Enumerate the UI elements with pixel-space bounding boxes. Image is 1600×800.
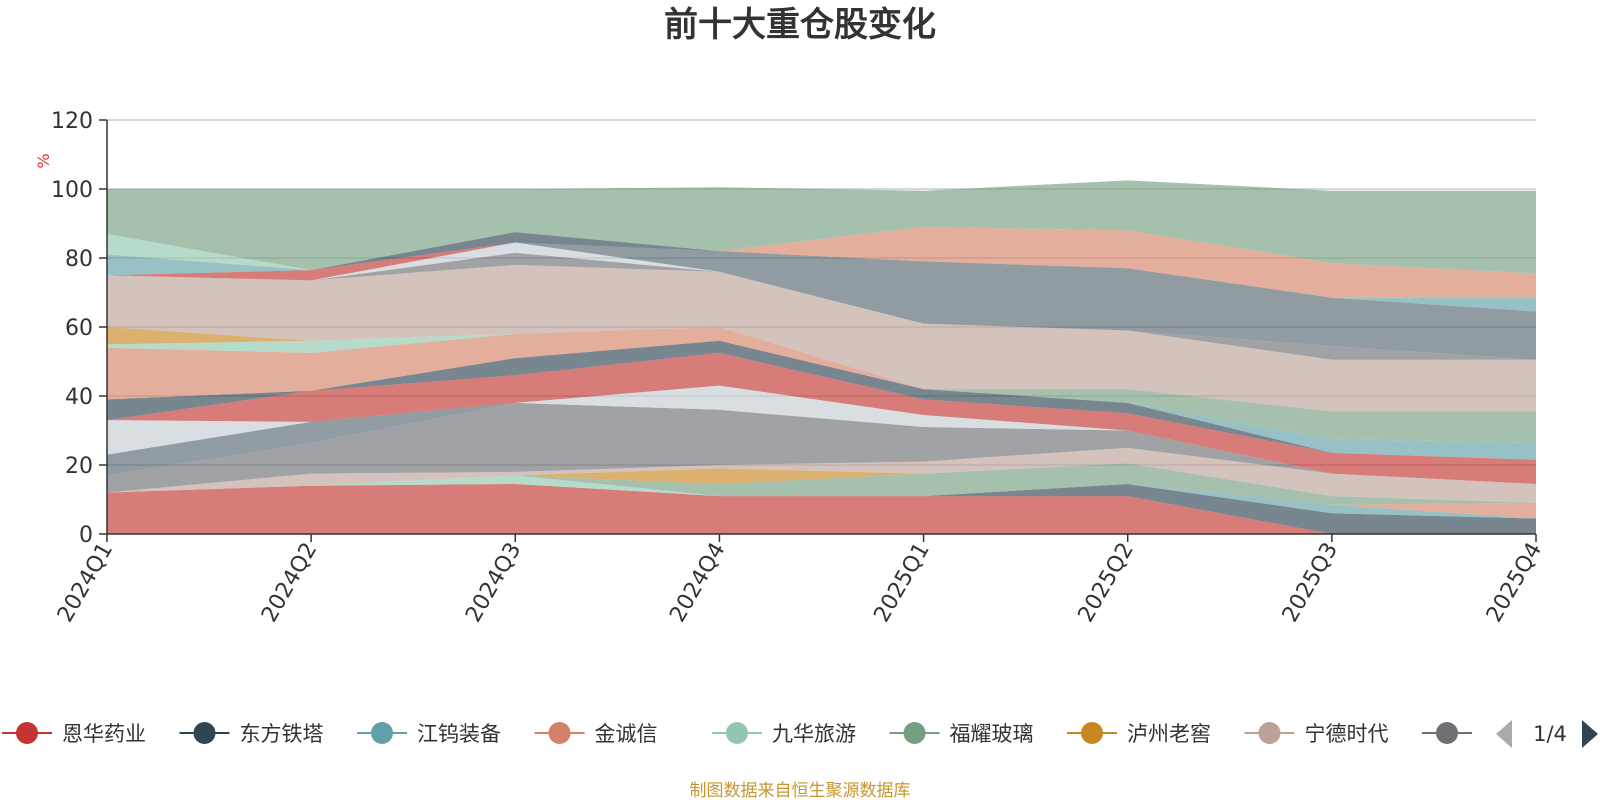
y-tick-label-5: 100 xyxy=(51,178,93,203)
legend-label: 福耀玻璃 xyxy=(950,722,1034,746)
area-series-11 xyxy=(107,385,1536,484)
chart-title: 前十大重仓股变化 xyxy=(664,5,936,45)
x-tick-label-6: 2025Q3 xyxy=(1278,539,1343,627)
legend-page-indicator: 1/4 xyxy=(1533,722,1567,746)
area-series-12 xyxy=(107,352,1536,484)
area-series-3 xyxy=(107,484,1536,519)
legend-item-8[interactable]: 宁德时代 xyxy=(1244,722,1389,746)
plot-areas xyxy=(107,180,1536,534)
area-series-7 xyxy=(107,463,1536,503)
legend-circle-icon xyxy=(903,722,926,744)
y-tick-label-4: 80 xyxy=(65,247,93,272)
area-series-1 xyxy=(107,484,1536,534)
area-series-2 xyxy=(107,484,1536,534)
legend-circle-icon xyxy=(193,722,216,744)
legend-label: 九华旅游 xyxy=(772,722,856,746)
area-series-8 xyxy=(107,447,1536,503)
x-tick-label-4: 2025Q1 xyxy=(869,539,934,627)
area-series-15 xyxy=(107,340,1536,443)
area-series-5 xyxy=(107,475,1536,505)
legend-item-3[interactable]: 江钨装备 xyxy=(357,722,501,746)
legend-label: 江钨装备 xyxy=(417,722,501,746)
x-tick-label-0: 2024Q1 xyxy=(53,539,118,627)
area-series-28 xyxy=(107,180,1536,274)
legend-circle-icon xyxy=(1081,722,1103,744)
legend-prev-page-icon[interactable] xyxy=(1496,720,1512,748)
legend-item-7[interactable]: 泸州老窖 xyxy=(1067,722,1211,746)
y-tick-label-3: 60 xyxy=(65,316,93,341)
legend-circle-icon xyxy=(548,722,571,744)
legend-item-9[interactable]: 格力电器 xyxy=(1422,722,1566,746)
area-series-14 xyxy=(107,340,1536,460)
legend-circle-icon xyxy=(1436,722,1458,744)
legend-item-1[interactable]: 恩华药业 xyxy=(2,722,146,746)
legend-label: 东方铁塔 xyxy=(240,722,324,746)
legend-circle-icon xyxy=(16,722,38,744)
area-series-25 xyxy=(107,232,1536,298)
legend[interactable]: 恩华药业 东方铁塔 江钨装备 金诚信 九华旅游 福耀玻璃 泸州老窖 宁德时代 格力电器 xyxy=(2,722,1566,746)
area-series-13 xyxy=(107,340,1536,460)
x-tick-label-1: 2024Q2 xyxy=(257,539,322,627)
x-tick-label-3: 2024Q4 xyxy=(665,539,730,627)
legend-label: 泸州老窖 xyxy=(1127,722,1211,746)
legend-pager[interactable]: 1/4 xyxy=(1496,720,1598,748)
legend-item-5[interactable]: 九华旅游 xyxy=(712,722,856,746)
legend-item-4[interactable]: 金诚信 xyxy=(534,722,658,746)
area-series-19 xyxy=(107,264,1536,412)
y-tick-label-6: 120 xyxy=(51,109,93,134)
area-series-9 xyxy=(107,402,1536,493)
y-tick-label-0: 0 xyxy=(79,523,93,548)
area-series-16 xyxy=(107,327,1536,412)
legend-next-page-icon[interactable] xyxy=(1582,720,1598,748)
y-tick-label-1: 20 xyxy=(65,454,93,479)
x-tick-label-7: 2025Q4 xyxy=(1482,539,1547,627)
x-tick-label-2: 2024Q3 xyxy=(461,539,526,627)
source-note: 制图数据来自恒生聚源数据库 xyxy=(690,781,911,800)
legend-item-6[interactable]: 福耀玻璃 xyxy=(889,722,1034,746)
legend-label: 恩华药业 xyxy=(62,722,146,746)
y-axis-unit-label: % xyxy=(34,153,53,168)
legend-label: 金诚信 xyxy=(595,722,658,746)
area-series-6 xyxy=(107,463,1536,505)
legend-label: 宁德时代 xyxy=(1305,722,1389,746)
x-tick-label-5: 2025Q2 xyxy=(1074,539,1139,627)
legend-circle-icon xyxy=(726,722,748,744)
area-series-22 xyxy=(107,242,1536,360)
legend-circle-icon xyxy=(371,722,393,744)
legend-item-2[interactable]: 东方铁塔 xyxy=(179,722,324,746)
legend-circle-icon xyxy=(1258,722,1281,744)
y-tick-label-2: 40 xyxy=(65,385,93,410)
area-series-26 xyxy=(107,226,1536,298)
